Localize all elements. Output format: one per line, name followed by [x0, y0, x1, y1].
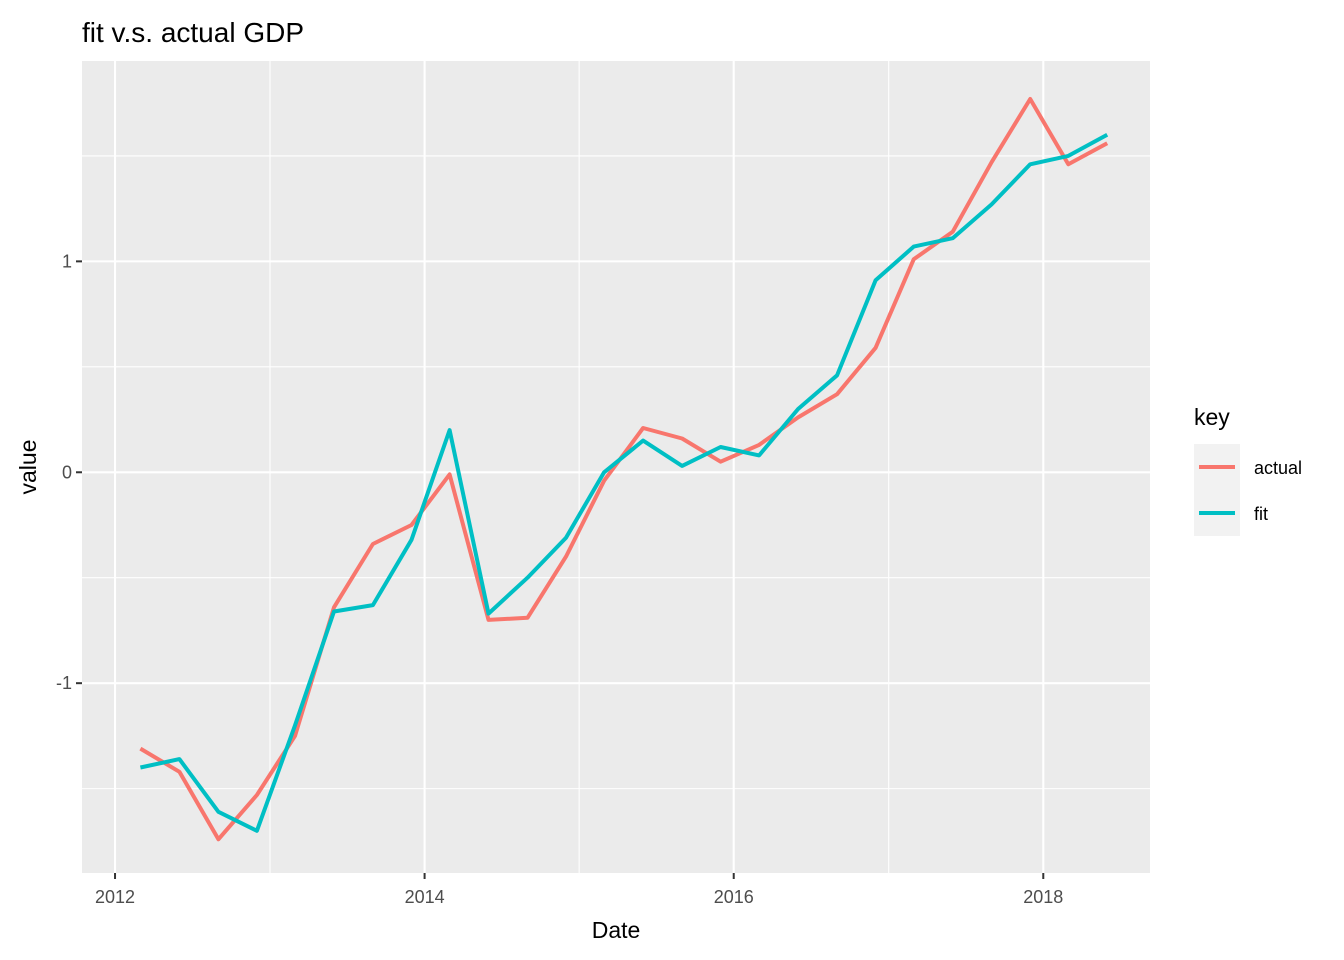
y-tick-label: 0 — [62, 462, 72, 482]
x-tick-label: 2016 — [714, 887, 754, 907]
x-axis-title: Date — [592, 917, 641, 943]
legend-label-actual: actual — [1254, 458, 1302, 478]
y-tick-label: -1 — [56, 673, 72, 693]
legend-items: actual fit — [1194, 444, 1302, 536]
x-tick-label: 2014 — [405, 887, 445, 907]
legend-label-fit: fit — [1254, 504, 1268, 524]
y-tick-label: 1 — [62, 251, 72, 271]
series-line-fit — [139, 133, 1109, 833]
y-axis-title: value — [15, 440, 41, 495]
x-tick-label: 2012 — [95, 887, 135, 907]
x-tick-label: 2018 — [1023, 887, 1063, 907]
series-lines — [139, 97, 1109, 842]
axes: -1 0 1 2012 2014 2016 2018 — [56, 251, 1063, 907]
legend-title: key — [1194, 404, 1230, 430]
chart-title: fit v.s. actual GDP — [82, 17, 304, 48]
legend: key actual fit — [1194, 404, 1302, 536]
gridlines — [82, 61, 1150, 873]
